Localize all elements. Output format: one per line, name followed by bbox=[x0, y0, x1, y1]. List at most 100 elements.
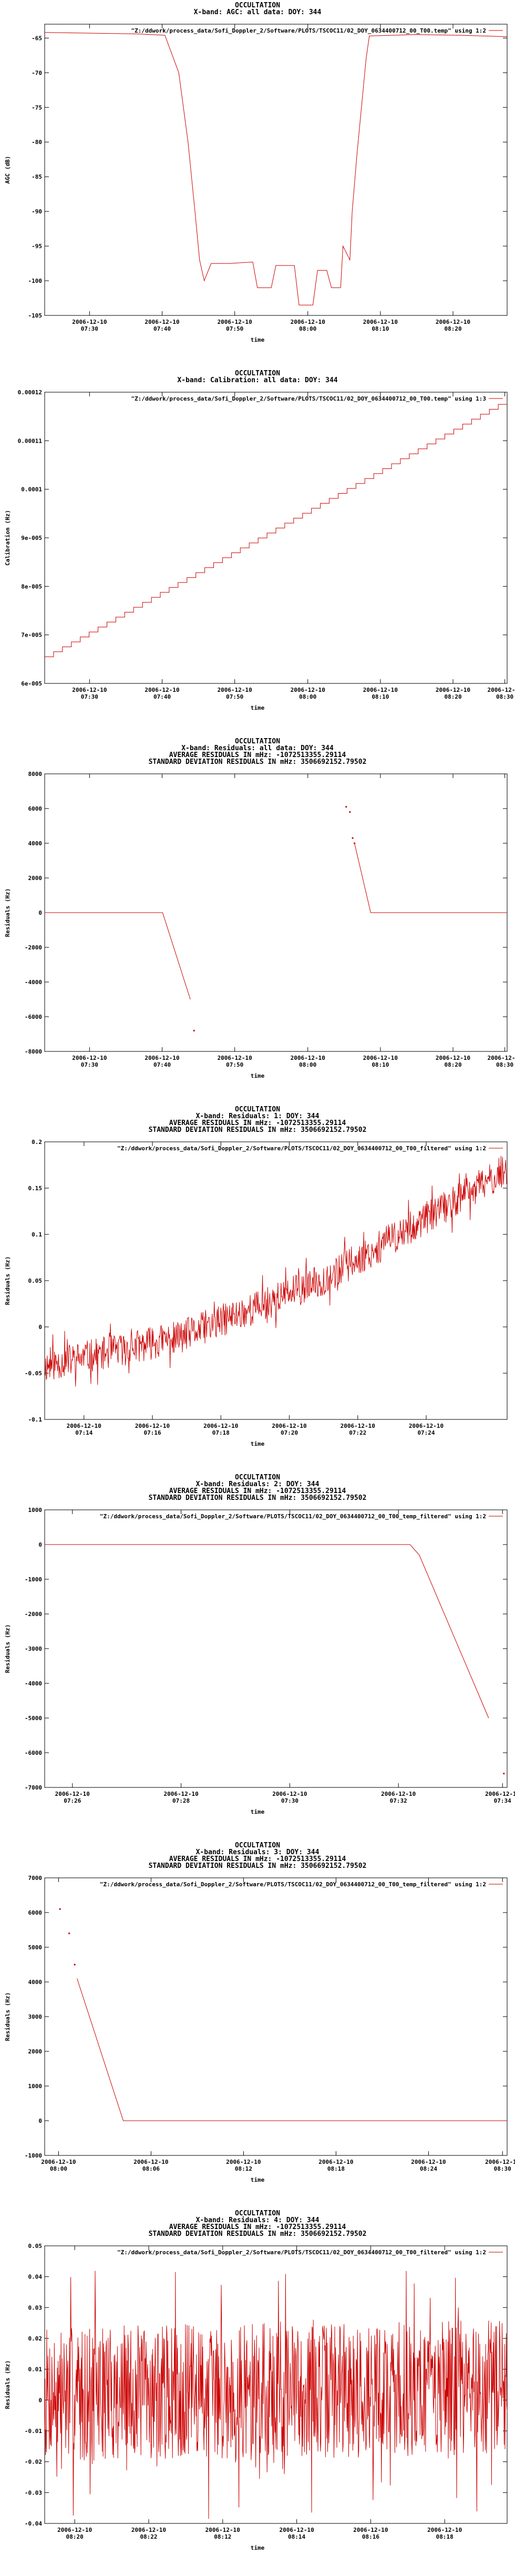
y-tick-label: -0.03 bbox=[25, 2489, 42, 2496]
chart-panel-1: OCCULTATION X-band: AGC: all data: DOY: 3… bbox=[0, 0, 515, 368]
y-tick-label: -6000 bbox=[25, 1014, 42, 1020]
x-tick-label: 08:12 bbox=[235, 2165, 252, 2172]
y-tick-label: 1000 bbox=[28, 2083, 43, 2090]
data-series-line bbox=[45, 1544, 489, 1719]
x-tick-label: 2006-12-10 bbox=[436, 687, 470, 693]
chart-panel-5: OCCULTATION X-band: Residuals: 2: DOY: 34… bbox=[0, 1472, 515, 1840]
x-tick-label: 08:22 bbox=[140, 2533, 157, 2540]
chart-title-line: X-band: Residuals: all data: DOY: 344 bbox=[181, 744, 334, 752]
legend-entry: "Z:/ddwork/process_data/Sofi_Doppler_2/S… bbox=[100, 1513, 486, 1520]
y-tick-label: 6000 bbox=[28, 1909, 43, 1916]
x-tick-label: 2006-12-10 bbox=[205, 2527, 240, 2533]
chart-title-line: OCCULTATION bbox=[235, 1474, 280, 1481]
x-tick-label: 07:14 bbox=[75, 1429, 92, 1436]
y-tick-label: 8e-005 bbox=[21, 583, 42, 590]
y-tick-label: 0.02 bbox=[28, 2335, 43, 2342]
x-tick-label: 2006-12-10 bbox=[218, 687, 252, 693]
y-tick-label: 2000 bbox=[28, 875, 43, 882]
x-tick-label: 07:30 bbox=[81, 693, 98, 700]
y-tick-label: 6e-005 bbox=[21, 680, 42, 687]
data-point bbox=[193, 1029, 195, 1031]
y-tick-label: 0.2 bbox=[32, 1139, 42, 1146]
y-tick-label: 7e-005 bbox=[21, 632, 42, 639]
x-tick-label: 2006-12-10 bbox=[163, 1791, 198, 1797]
y-tick-label: 0 bbox=[38, 1324, 42, 1331]
data-point bbox=[503, 1773, 505, 1775]
x-tick-label: 07:50 bbox=[226, 693, 243, 700]
y-tick-label: -75 bbox=[32, 104, 42, 111]
y-tick-label: 6000 bbox=[28, 805, 43, 812]
data-point bbox=[59, 1908, 61, 1910]
chart-title-line: STANDARD DEVIATION RESIDUALS IN mHz: 350… bbox=[149, 758, 367, 766]
y-tick-label: -1000 bbox=[25, 1576, 42, 1583]
y-tick-label: 0.05 bbox=[28, 1277, 43, 1284]
x-tick-label: 08:20 bbox=[66, 2533, 84, 2540]
x-tick-label: 2006-12-10 bbox=[487, 687, 515, 693]
x-tick-label: 08:30 bbox=[496, 693, 513, 700]
chart-title-line: X-band: Residuals: 1: DOY: 344 bbox=[196, 1112, 320, 1120]
x-tick-label: 07:50 bbox=[226, 325, 243, 332]
y-tick-label: -0.1 bbox=[28, 1416, 43, 1423]
chart-title-line: OCCULTATION bbox=[235, 738, 280, 745]
y-axis-label: AGC (dB) bbox=[4, 156, 11, 184]
chart-title-line: OCCULTATION bbox=[235, 2, 280, 9]
plot-frame bbox=[44, 1509, 508, 1788]
plot-frame bbox=[44, 1877, 508, 2156]
y-tick-label: -3000 bbox=[25, 1645, 42, 1652]
x-tick-label: 2006-12-10 bbox=[55, 1791, 90, 1797]
x-axis-label: time bbox=[251, 2544, 265, 2551]
y-tick-label: -100 bbox=[28, 278, 43, 284]
x-tick-label: 07:32 bbox=[390, 1797, 407, 1804]
x-tick-label: 08:00 bbox=[299, 1061, 316, 1068]
x-tick-label: 08:16 bbox=[362, 2533, 379, 2540]
x-tick-label: 07:24 bbox=[417, 1429, 435, 1436]
data-series-steps bbox=[45, 404, 507, 657]
chart-title-line: AVERAGE RESIDUALS IN mHz: -1072513355.29… bbox=[169, 751, 346, 759]
x-tick-label: 2006-12-10 bbox=[131, 2527, 166, 2533]
y-tick-label: 2000 bbox=[28, 2048, 43, 2055]
y-tick-label: -6000 bbox=[25, 1750, 42, 1756]
y-tick-label: 0.00012 bbox=[18, 389, 42, 396]
y-tick-label: 0 bbox=[38, 909, 42, 916]
x-tick-label: 07:30 bbox=[81, 1061, 98, 1068]
x-tick-label: 2006-12-10 bbox=[72, 319, 107, 325]
chart-panel-4: OCCULTATION X-band: Residuals: 1: DOY: 34… bbox=[0, 1104, 515, 1472]
y-tick-label: -0.04 bbox=[25, 2520, 42, 2527]
x-tick-label: 2006-12-10 bbox=[272, 1791, 307, 1797]
x-tick-label: 2006-12-10 bbox=[411, 2159, 446, 2165]
y-tick-label: -7000 bbox=[25, 1784, 42, 1791]
x-axis-label: time bbox=[251, 704, 265, 711]
x-tick-label: 08:18 bbox=[436, 2533, 454, 2540]
x-tick-label: 07:20 bbox=[281, 1429, 298, 1436]
x-tick-label: 08:20 bbox=[444, 693, 461, 700]
x-tick-label: 2006-12-10 bbox=[145, 1055, 179, 1061]
x-tick-label: 2006-12-10 bbox=[409, 1423, 444, 1429]
x-tick-label: 08:10 bbox=[372, 693, 389, 700]
x-tick-label: 07:16 bbox=[143, 1429, 161, 1436]
plot-frame bbox=[44, 24, 508, 316]
y-tick-label: 0.1 bbox=[32, 1231, 42, 1238]
x-tick-label: 2006-12-10 bbox=[57, 2527, 92, 2533]
y-tick-label: 0 bbox=[38, 2118, 42, 2124]
y-tick-label: 0 bbox=[38, 2397, 42, 2404]
y-tick-label: 1000 bbox=[28, 1507, 43, 1514]
y-axis-label: Residuals (Hz) bbox=[4, 2360, 11, 2409]
x-tick-label: 08:10 bbox=[372, 325, 389, 332]
chart-panel-3: OCCULTATION X-band: Residuals: all data: … bbox=[0, 736, 515, 1104]
x-tick-label: 2006-12-10 bbox=[318, 2159, 353, 2165]
y-tick-label: -4000 bbox=[25, 979, 42, 986]
data-series-line bbox=[354, 843, 507, 913]
y-tick-label: 5000 bbox=[28, 1944, 43, 1951]
x-tick-label: 2006-12-10 bbox=[363, 319, 398, 325]
y-tick-label: -5000 bbox=[25, 1715, 42, 1722]
y-tick-label: -0.01 bbox=[25, 2428, 42, 2435]
y-tick-label: -0.05 bbox=[25, 1370, 42, 1377]
x-tick-label: 2006-12-10 bbox=[135, 1423, 170, 1429]
chart-panel-7: OCCULTATION X-band: Residuals: 4: DOY: 34… bbox=[0, 2208, 515, 2576]
y-tick-label: -2000 bbox=[25, 1611, 42, 1618]
y-tick-label: -1000 bbox=[25, 2152, 42, 2159]
y-tick-label: -70 bbox=[32, 69, 42, 76]
